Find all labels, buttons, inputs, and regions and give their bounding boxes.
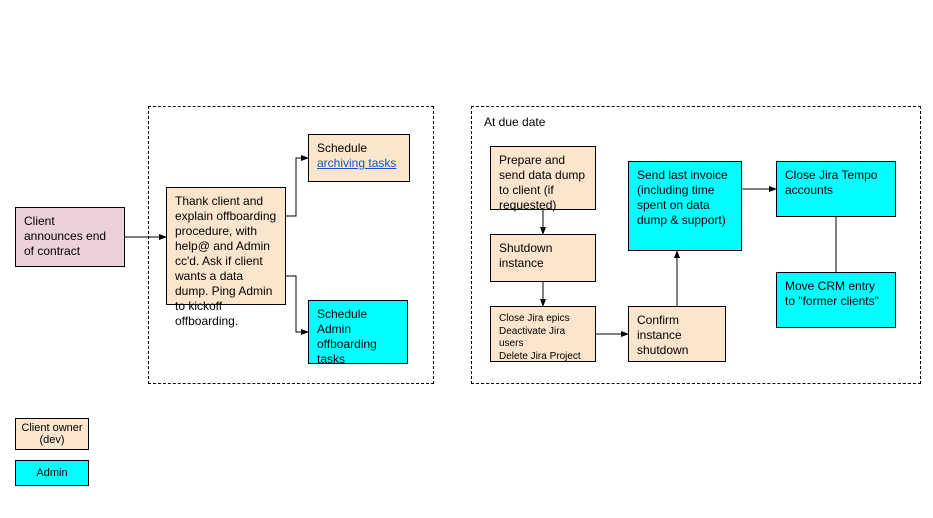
node-text: Close Jira epics Deactivate Jira users D… <box>499 313 581 362</box>
node-client-announces: Client announces end of contract <box>15 207 125 267</box>
node-schedule-archiving: Schedule archiving tasks <box>308 134 410 182</box>
node-shutdown-instance: Shutdown instance <box>490 234 596 282</box>
group-right-label: At due date <box>484 115 545 129</box>
node-prepare-data-dump: Prepare and send data dump to client (if… <box>490 146 596 210</box>
node-text: Move CRM entry to "former clients" <box>785 279 879 308</box>
node-text: Confirm instance shutdown <box>637 313 688 357</box>
legend-label: Admin <box>36 467 67 479</box>
node-text: Client announces end of contract <box>24 214 106 258</box>
node-text: Close Jira Tempo accounts <box>785 168 877 197</box>
node-confirm-shutdown: Confirm instance shutdown <box>628 306 726 362</box>
node-text: Send last invoice (including time spent … <box>637 168 728 227</box>
node-send-last-invoice: Send last invoice (including time spent … <box>628 161 742 251</box>
legend-client-owner-dev: Client owner (dev) <box>15 418 89 450</box>
node-text-prefix: Schedule <box>317 141 367 155</box>
node-schedule-admin-offboarding: Schedule Admin offboarding tasks <box>308 300 408 364</box>
archiving-tasks-link[interactable]: archiving tasks <box>317 156 396 170</box>
legend-label: Client owner (dev) <box>20 422 84 446</box>
node-text: Schedule Admin offboarding tasks <box>317 307 377 366</box>
node-close-jira-epics: Close Jira epics Deactivate Jira users D… <box>490 306 596 362</box>
diagram-canvas: { "diagram_type": "flowchart", "colors":… <box>0 0 933 518</box>
node-text: Shutdown instance <box>499 241 552 270</box>
legend-admin: Admin <box>15 460 89 486</box>
node-thank-client: Thank client and explain offboarding pro… <box>166 187 286 305</box>
node-text: Prepare and send data dump to client (if… <box>499 153 585 212</box>
node-close-jira-tempo: Close Jira Tempo accounts <box>776 161 896 217</box>
node-move-crm-entry: Move CRM entry to "former clients" <box>776 272 896 328</box>
